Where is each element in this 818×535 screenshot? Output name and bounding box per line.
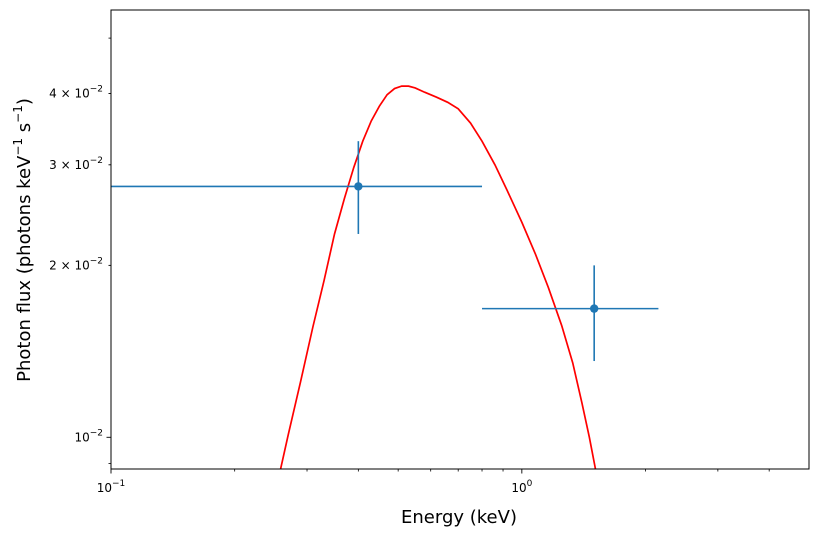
data-marker: [354, 182, 363, 191]
x-tick-label: 100: [511, 479, 532, 495]
x-axis-label: Energy (keV): [401, 507, 517, 528]
y-axis-label: Photon flux (photons keV−1 s−1): [11, 98, 35, 382]
y-tick-exp: −2: [90, 156, 103, 166]
y-tick-base: 2 × 10: [49, 258, 90, 272]
data-marker: [589, 304, 599, 313]
x-tick-exp: 0: [527, 479, 533, 489]
y-tick-label: 10−2: [74, 428, 103, 444]
x-tick-label: 10−1: [97, 479, 126, 495]
y-axis-label-main: Photon flux (photons keV: [14, 155, 35, 382]
y-tick-base: 3 × 10: [49, 158, 90, 172]
x-tick-base: 10: [97, 481, 112, 495]
y-tick-label: 2 × 10−2: [49, 256, 103, 272]
data-point-1: [111, 141, 483, 234]
y-tick-label: 3 × 10−2: [49, 156, 103, 172]
x-tick-base: 10: [511, 481, 526, 495]
y-tick-base: 10: [74, 430, 89, 444]
y-axis-label-mid: s: [14, 123, 35, 138]
y-axis-label-close: ): [14, 98, 35, 105]
data-point-2: [482, 265, 659, 362]
plot-frame: [110, 9, 810, 470]
y-axis-label-sup1: −1: [11, 138, 25, 156]
labels-layer: Energy (keV) Photon flux (photons keV−1 …: [11, 98, 517, 528]
y-tick-base: 4 × 10: [49, 86, 90, 100]
model-curve: [279, 85, 597, 469]
model-layer: [279, 85, 597, 469]
data-points-layer: [111, 141, 659, 362]
y-tick-exp: −2: [90, 428, 103, 438]
y-tick-exp: −2: [90, 84, 103, 94]
y-tick-label: 4 × 10−2: [49, 84, 103, 100]
x-tick-exp: −1: [112, 479, 125, 489]
y-axis-label-sup2: −1: [11, 105, 25, 123]
y-tick-exp: −2: [90, 256, 103, 266]
